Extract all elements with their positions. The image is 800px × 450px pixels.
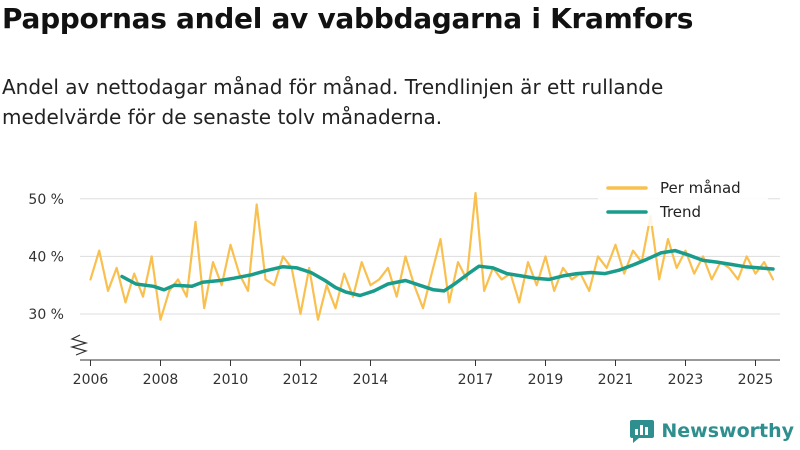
brand-logo: Newsworthy <box>629 418 794 444</box>
line-chart: 30 % 40 % 50 % 2006 2008 2010 2012 2014 2017 201… <box>28 174 780 388</box>
y-tick-label-30: 30 % <box>28 307 64 323</box>
series-line-per-manad <box>89 191 775 321</box>
series-line-trend <box>120 248 775 298</box>
x-tick-label-2021: 2021 <box>598 372 634 388</box>
x-tick-label-2006: 2006 <box>73 372 109 388</box>
axis-break-icon <box>69 334 89 356</box>
x-tick-label-2014: 2014 <box>353 372 389 388</box>
chart-title: Pappornas andel av vabbdagarna i Kramfor… <box>2 2 694 35</box>
x-axis-tick-labels: 2006 2008 2010 2012 2014 2017 2019 2021 2023 2025 <box>73 372 774 388</box>
chart-subtitle: Andel av nettodagar månad för månad. Tre… <box>2 75 664 129</box>
data-series <box>89 191 775 321</box>
y-axis-tick-labels: 30 % 40 % 50 % <box>28 192 64 323</box>
legend: Per månad Trend <box>598 174 768 226</box>
x-tick-label-2023: 2023 <box>668 372 704 388</box>
x-tick-label-2025: 2025 <box>738 372 774 388</box>
x-axis <box>69 334 780 366</box>
x-tick-label-2012: 2012 <box>283 372 319 388</box>
legend-label-0: Per månad <box>660 179 741 197</box>
x-tick-label-2008: 2008 <box>143 372 179 388</box>
y-tick-label-40: 40 % <box>28 249 64 265</box>
x-tick-label-2010: 2010 <box>213 372 249 388</box>
newsworthy-logo-icon <box>630 420 655 443</box>
legend-background <box>598 174 768 226</box>
x-tick-label-2017: 2017 <box>458 372 494 388</box>
x-tick-label-2019: 2019 <box>528 372 564 388</box>
y-tick-label-50: 50 % <box>28 192 64 208</box>
legend-label-1: Trend <box>659 203 701 221</box>
brand-name: Newsworthy <box>661 420 794 442</box>
